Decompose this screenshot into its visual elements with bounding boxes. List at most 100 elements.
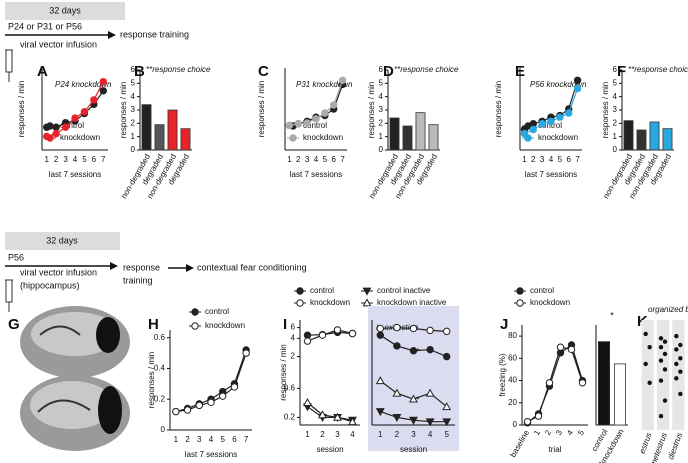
y-tick-label: 5 bbox=[613, 78, 618, 87]
x-tick-label: 3 bbox=[197, 435, 202, 444]
point bbox=[678, 356, 683, 361]
legend-label: knockdown bbox=[310, 298, 350, 307]
panel-label: A bbox=[37, 63, 48, 80]
legend-label: knockdown bbox=[538, 133, 578, 142]
chart-title: P56 knockdown bbox=[530, 80, 587, 89]
x-tick-label: diestrus bbox=[666, 431, 684, 460]
legend-label: control bbox=[205, 307, 229, 316]
y-tick-label: 4 bbox=[379, 92, 384, 101]
series-line bbox=[307, 331, 353, 336]
x-tick-label: 1 bbox=[174, 435, 179, 444]
point bbox=[99, 87, 107, 95]
step: response training bbox=[120, 29, 189, 39]
x-axis-label: last 7 sessions bbox=[290, 170, 342, 179]
point bbox=[647, 380, 652, 385]
point bbox=[303, 119, 311, 127]
legend-marker bbox=[289, 134, 297, 142]
syringe-icon bbox=[5, 279, 13, 312]
x-tick-label: 6 bbox=[92, 155, 97, 164]
step: viral vector infusion bbox=[20, 39, 97, 49]
point bbox=[375, 408, 385, 417]
x-tick-label: estrus bbox=[638, 431, 654, 455]
bar bbox=[662, 128, 673, 151]
point bbox=[242, 349, 250, 357]
x-tick-label: 7 bbox=[575, 155, 580, 164]
step: (hippocampus) bbox=[20, 280, 80, 290]
x-tick-label: 7 bbox=[244, 435, 249, 444]
point bbox=[662, 339, 668, 344]
point bbox=[321, 109, 329, 117]
y-tick-label: 0.2 bbox=[284, 413, 296, 422]
point bbox=[285, 121, 294, 130]
x-tick-label: 2 bbox=[543, 428, 553, 437]
point bbox=[674, 376, 679, 381]
point bbox=[658, 336, 664, 341]
point bbox=[303, 337, 312, 345]
legend-label: knockdown bbox=[303, 133, 343, 142]
legend-marker bbox=[362, 287, 372, 296]
panel-label: H bbox=[148, 316, 159, 333]
y-tick-label: 5 bbox=[131, 78, 136, 87]
annotation: * bbox=[610, 310, 614, 320]
chart-title: P24 knockdown bbox=[55, 80, 112, 89]
point bbox=[426, 326, 434, 335]
y-tick-label: 6 bbox=[613, 65, 618, 74]
y-tick-label: 60 bbox=[508, 353, 517, 362]
point bbox=[674, 347, 679, 352]
point bbox=[71, 114, 79, 122]
point bbox=[658, 413, 664, 419]
point bbox=[338, 76, 347, 85]
y-tick-label: 80 bbox=[508, 331, 517, 340]
step: response bbox=[123, 262, 160, 272]
bar bbox=[167, 109, 178, 151]
x-tick-label: 6 bbox=[232, 435, 237, 444]
bar bbox=[623, 120, 634, 151]
legend-label: control bbox=[310, 286, 334, 295]
x-tick-label: 3 bbox=[554, 428, 564, 437]
x-axis-label: last 7 sessions bbox=[525, 170, 577, 179]
y-axis-label: freezing (%) bbox=[498, 353, 507, 396]
point bbox=[534, 412, 543, 420]
point bbox=[643, 331, 648, 337]
duration-box bbox=[5, 232, 120, 250]
x-tick-label: 2 bbox=[296, 155, 301, 164]
point bbox=[565, 109, 573, 117]
x-tick-label: 3 bbox=[63, 155, 68, 164]
point bbox=[442, 402, 452, 411]
x-tick-label: 1 bbox=[532, 428, 542, 437]
legend-marker bbox=[296, 287, 304, 295]
y-tick-label: 2 bbox=[131, 118, 136, 127]
x-tick-label: 4 bbox=[549, 155, 554, 164]
bar bbox=[154, 124, 165, 151]
y-tick-label: 20 bbox=[508, 398, 517, 407]
legend-marker bbox=[516, 299, 524, 307]
panel-label: F bbox=[617, 63, 626, 80]
point bbox=[392, 388, 402, 397]
x-tick-label: 6 bbox=[331, 155, 336, 164]
bar bbox=[402, 125, 413, 151]
x-tick-label: 2 bbox=[531, 155, 536, 164]
point bbox=[183, 406, 192, 414]
point bbox=[647, 345, 652, 350]
y-tick-label: 0 bbox=[613, 145, 618, 154]
y-axis-label: responses / min bbox=[257, 81, 266, 137]
panel-label: D bbox=[383, 63, 394, 80]
age: P56 bbox=[8, 252, 24, 262]
chart-title: **response choice bbox=[394, 65, 459, 74]
x-tick-label: 4 bbox=[314, 155, 319, 164]
y-tick-label: 0 bbox=[161, 425, 166, 434]
x-tick-label: 3 bbox=[305, 155, 310, 164]
y-tick-label: 4 bbox=[613, 92, 618, 101]
x-tick-label: 7 bbox=[101, 155, 106, 164]
x-tick-label: 1 bbox=[522, 155, 527, 164]
point bbox=[230, 383, 239, 391]
y-axis-label: responses / min bbox=[119, 82, 128, 138]
y-tick-label: 40 bbox=[508, 376, 517, 385]
x-tick-label: 3 bbox=[411, 430, 416, 439]
point bbox=[662, 351, 668, 357]
point bbox=[674, 333, 679, 339]
point bbox=[52, 123, 60, 131]
point bbox=[662, 398, 668, 403]
x-tick-label: 6 bbox=[566, 155, 571, 164]
y-axis-label: responses / min bbox=[17, 81, 26, 137]
